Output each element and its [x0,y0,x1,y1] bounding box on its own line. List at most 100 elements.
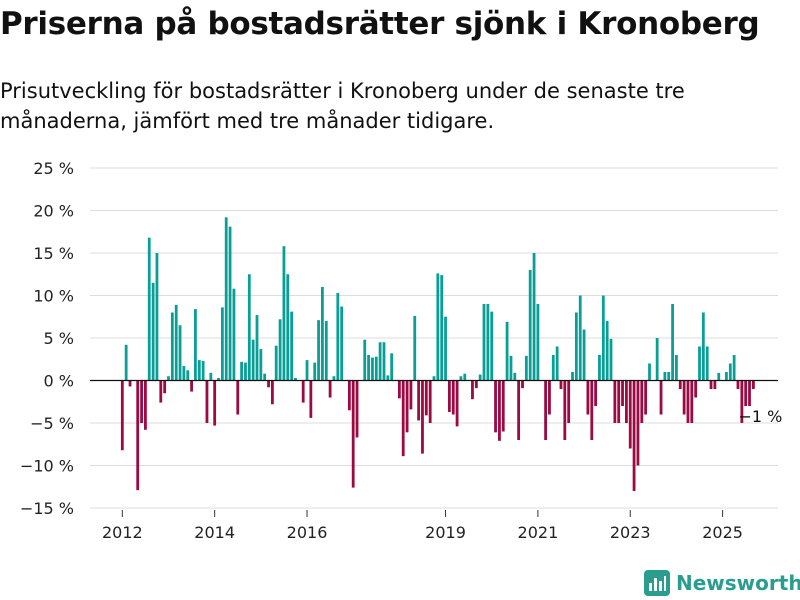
bar [459,376,463,381]
bar [701,312,705,381]
x-axis-ticks: 2012 2014 2016 2019 2021 2023 2025 [102,510,743,542]
chart-title: Priserna på bostadsrätter sjönk i Kronob… [0,6,760,42]
bar [690,380,694,423]
x-tick-label: 2014 [194,523,235,542]
x-tick-label: 2023 [610,523,651,542]
newsworthy-brand: Newsworthy [644,568,800,598]
bar [282,246,286,381]
bar [294,377,297,381]
bar [578,295,582,381]
bar [159,380,163,403]
bar [621,380,624,406]
bar [440,275,444,381]
bar [197,360,201,381]
bar [363,339,367,381]
bar [494,380,497,433]
bar [436,273,440,381]
bar [725,372,728,381]
last-value-label: −1 % [738,407,782,426]
bar [748,380,751,406]
y-tick-label: 5 % [44,329,74,348]
bar [463,373,467,381]
bar [421,380,424,454]
bar [551,355,555,381]
bar [313,362,317,381]
newsworthy-logo-icon [644,570,670,596]
bar [513,372,517,381]
bar [655,338,659,381]
bar [317,320,320,381]
bar [186,370,190,381]
bar [625,380,628,423]
bar [663,372,667,381]
bar [498,380,501,441]
bar [205,380,209,423]
bar [255,315,259,381]
bar [501,380,505,432]
bar [170,312,174,381]
bar [447,380,451,412]
bar [290,311,294,381]
bar [705,346,709,381]
annotation-layer: −1 % [738,407,782,426]
bar [636,380,640,466]
bar [224,217,228,381]
bar [351,380,355,488]
bar [409,380,413,410]
bar [251,339,255,381]
bar [555,346,559,381]
bar [544,380,547,440]
bar [605,321,609,381]
bar [286,274,290,381]
bar [613,380,617,423]
x-tick-label: 2021 [518,523,559,542]
bar [278,319,282,381]
bar [732,355,736,381]
bar [274,345,278,381]
bar [374,356,378,381]
bar [217,377,220,381]
bar [590,380,594,440]
bar [390,353,394,381]
bar [628,380,632,449]
bar [240,361,243,381]
y-tick-label: 25 % [33,159,74,178]
bar [228,226,232,381]
bar [617,380,621,423]
bar [270,380,274,405]
bar [328,380,332,398]
y-tick-label: −15 % [20,499,74,518]
bar [532,253,536,381]
bar [220,307,224,381]
bar [736,380,740,389]
bar [144,380,147,430]
bar [601,295,605,381]
bar [486,304,490,381]
bar [474,380,478,389]
bar [267,380,270,388]
bar [713,380,717,389]
bar [482,304,486,381]
y-tick-label: −5 % [30,414,74,433]
bar [509,355,513,381]
bar [582,329,586,381]
bar [744,380,748,406]
bar [263,373,267,381]
bar [155,253,159,381]
bar [671,304,674,381]
bar [694,380,698,398]
bar [451,380,455,415]
bar [244,362,247,381]
chart-subtitle: Prisutveckling för bostadsrätter i Krono… [0,79,685,133]
bar [147,237,151,381]
bar [174,304,178,381]
bar [521,380,524,389]
bar [428,380,432,423]
bar [609,338,613,381]
y-tick-label: 15 % [33,244,74,263]
bar [401,380,405,457]
bar [444,316,447,381]
bar [698,346,701,381]
bar [163,380,167,394]
bar [194,309,197,381]
